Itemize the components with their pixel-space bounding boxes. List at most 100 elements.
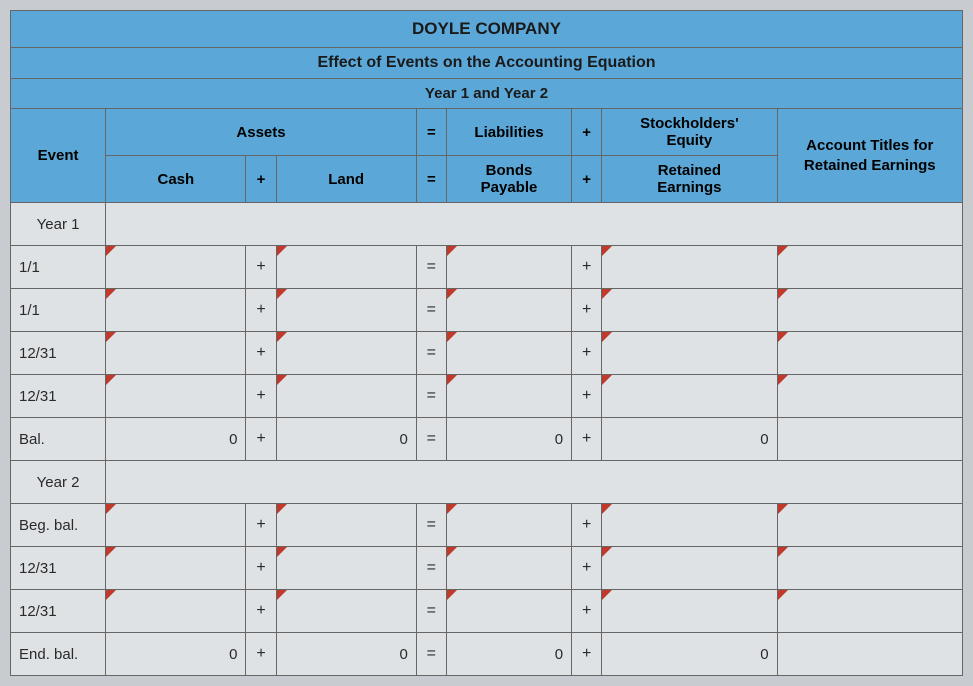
retained-input[interactable] (602, 375, 777, 418)
header-plus2: + (572, 156, 602, 203)
account-title-input[interactable] (777, 375, 962, 418)
plus2-op: + (572, 246, 602, 289)
plus-op: + (246, 332, 276, 375)
cash-input[interactable] (106, 590, 246, 633)
land-input[interactable] (276, 504, 416, 547)
plus-op: + (246, 418, 276, 461)
endbal-retained: 0 (602, 633, 777, 676)
plus2-op: + (572, 633, 602, 676)
row-event: 12/31 (11, 332, 106, 375)
eq-op: = (416, 504, 446, 547)
accounting-equation-table: DOYLE COMPANY Effect of Events on the Ac… (10, 10, 963, 676)
plus-op: + (246, 633, 276, 676)
eq-op: = (416, 633, 446, 676)
row-event: 1/1 (11, 246, 106, 289)
bal-account-spacer (777, 418, 962, 461)
bal-land: 0 (276, 418, 416, 461)
land-input[interactable] (276, 246, 416, 289)
endbal-land: 0 (276, 633, 416, 676)
retained-input[interactable] (602, 504, 777, 547)
land-input[interactable] (276, 547, 416, 590)
endbal-bonds: 0 (446, 633, 571, 676)
table-subtitle: Effect of Events on the Accounting Equat… (11, 48, 963, 79)
header-retained: RetainedEarnings (602, 156, 777, 203)
header-cash: Cash (106, 156, 246, 203)
retained-input[interactable] (602, 246, 777, 289)
header-stockholders: Stockholders'Equity (602, 109, 777, 156)
land-input[interactable] (276, 590, 416, 633)
land-input[interactable] (276, 375, 416, 418)
eq-op: = (416, 375, 446, 418)
bal-retained: 0 (602, 418, 777, 461)
header-bonds: BondsPayable (446, 156, 571, 203)
eq-op: = (416, 590, 446, 633)
account-title-input[interactable] (777, 547, 962, 590)
plus-op: + (246, 289, 276, 332)
year1-spacer (106, 203, 963, 246)
bonds-input[interactable] (446, 246, 571, 289)
header-eq2: = (416, 156, 446, 203)
header-assets: Assets (106, 109, 417, 156)
company-title: DOYLE COMPANY (11, 11, 963, 48)
retained-input[interactable] (602, 547, 777, 590)
bonds-input[interactable] (446, 504, 571, 547)
bal-bonds: 0 (446, 418, 571, 461)
plus2-op: + (572, 547, 602, 590)
plus2-op: + (572, 418, 602, 461)
retained-input[interactable] (602, 289, 777, 332)
eq-op: = (416, 289, 446, 332)
endbal-label: End. bal. (11, 633, 106, 676)
land-input[interactable] (276, 289, 416, 332)
cash-input[interactable] (106, 375, 246, 418)
header-plus1: + (246, 156, 276, 203)
plus-op: + (246, 547, 276, 590)
bal-label: Bal. (11, 418, 106, 461)
header-account-titles: Account Titles forRetained Earnings (777, 109, 962, 203)
bonds-input[interactable] (446, 332, 571, 375)
header-liabilities: Liabilities (446, 109, 571, 156)
row-event: Beg. bal. (11, 504, 106, 547)
row-event: 12/31 (11, 375, 106, 418)
retained-input[interactable] (602, 332, 777, 375)
account-title-input[interactable] (777, 590, 962, 633)
year1-label: Year 1 (11, 203, 106, 246)
bonds-input[interactable] (446, 547, 571, 590)
bonds-input[interactable] (446, 375, 571, 418)
account-title-input[interactable] (777, 246, 962, 289)
cash-input[interactable] (106, 504, 246, 547)
row-event: 12/31 (11, 590, 106, 633)
header-eq: = (416, 109, 446, 156)
row-event: 12/31 (11, 547, 106, 590)
retained-input[interactable] (602, 590, 777, 633)
plus-op: + (246, 590, 276, 633)
eq-op: = (416, 246, 446, 289)
eq-op: = (416, 332, 446, 375)
header-land: Land (276, 156, 416, 203)
bonds-input[interactable] (446, 590, 571, 633)
eq-op: = (416, 547, 446, 590)
year2-spacer (106, 461, 963, 504)
cash-input[interactable] (106, 289, 246, 332)
eq-op: = (416, 418, 446, 461)
plus2-op: + (572, 332, 602, 375)
endbal-cash: 0 (106, 633, 246, 676)
plus2-op: + (572, 504, 602, 547)
year-range: Year 1 and Year 2 (11, 79, 963, 109)
cash-input[interactable] (106, 547, 246, 590)
cash-input[interactable] (106, 332, 246, 375)
account-title-input[interactable] (777, 504, 962, 547)
plus2-op: + (572, 590, 602, 633)
land-input[interactable] (276, 332, 416, 375)
plus-op: + (246, 375, 276, 418)
bal-cash: 0 (106, 418, 246, 461)
row-event: 1/1 (11, 289, 106, 332)
plus2-op: + (572, 289, 602, 332)
endbal-account-spacer (777, 633, 962, 676)
cash-input[interactable] (106, 246, 246, 289)
plus-op: + (246, 504, 276, 547)
account-title-input[interactable] (777, 332, 962, 375)
account-title-input[interactable] (777, 289, 962, 332)
bonds-input[interactable] (446, 289, 571, 332)
header-event: Event (11, 109, 106, 203)
year2-label: Year 2 (11, 461, 106, 504)
